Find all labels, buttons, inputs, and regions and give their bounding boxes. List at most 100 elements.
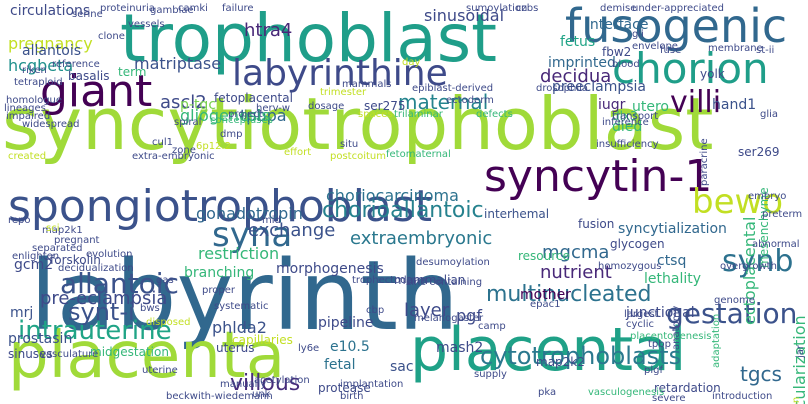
cloud-word: anatomy	[671, 305, 682, 350]
cloud-word: chorioallantoic	[322, 198, 484, 223]
cloud-word: overgrowth	[720, 261, 777, 272]
cloud-word: spaces	[358, 109, 393, 120]
cloud-word: paracrine	[699, 138, 710, 186]
cloud-word: capillaries	[232, 333, 293, 347]
cloud-word: ectoderm	[446, 95, 494, 106]
cloud-word: largest	[624, 309, 659, 320]
cloud-word: mammalian	[394, 273, 466, 287]
cloud-word: sumoylation	[466, 3, 528, 14]
cloud-word: tpbpa	[240, 106, 287, 125]
cloud-word: zone	[172, 145, 196, 156]
cloud-word: mash2	[436, 340, 484, 356]
cloud-word: ascl2	[160, 92, 207, 113]
cloud-word: fbw2	[602, 45, 632, 59]
cloud-word: cytotrophoblasts	[480, 342, 682, 370]
cloud-word: hcgbeta	[8, 56, 74, 75]
cloud-word: ly6e	[298, 343, 320, 354]
cloud-word: iugr	[598, 97, 626, 113]
cloud-word: effort	[284, 147, 312, 158]
cloud-word: inference	[602, 117, 649, 128]
cloud-word: homozygous	[598, 261, 662, 272]
cloud-word: desumoylation	[416, 257, 490, 268]
cloud-word: trilaminar	[394, 109, 443, 120]
cloud-word: homologue	[6, 95, 63, 106]
cloud-word: vasculature	[40, 349, 99, 360]
cloud-word: zinc-containing	[406, 277, 483, 288]
cloud-word: fusion	[578, 217, 615, 231]
cloud-word: fetoplacental	[214, 91, 293, 105]
cloud-word: spiral	[174, 117, 202, 128]
cloud-word: embryo	[748, 191, 787, 202]
cloud-word: multinucleated	[486, 282, 652, 307]
cloud-word: resource	[518, 249, 570, 263]
cloud-word: pregnant	[54, 235, 100, 246]
cloud-word: pregnancy	[8, 34, 93, 53]
cloud-word: tpbp	[648, 339, 671, 350]
cloud-word: phlda2	[212, 318, 267, 337]
cloud-word: chorion	[612, 44, 769, 93]
cloud-word: choriocarcinoma	[326, 186, 459, 205]
cloud-word: branching	[184, 265, 255, 281]
cloud-word: midgestation	[90, 345, 169, 359]
cloud-word: abnormal	[752, 239, 800, 250]
cloud-word: lineages	[4, 103, 46, 114]
cloud-word: repo	[8, 215, 31, 226]
cloud-word: interface	[586, 17, 649, 33]
cloud-word: labyrinthine	[232, 53, 448, 94]
cloud-word: decidualization	[58, 263, 134, 274]
cloud-word: blood	[612, 59, 640, 70]
cloud-word: syna	[212, 215, 293, 255]
cloud-word: yolk	[700, 67, 725, 81]
cloud-word: transport	[612, 111, 659, 122]
cloud-word: systematic	[214, 301, 269, 312]
cloud-word: placental	[410, 315, 687, 385]
cloud-word: postcoitum	[330, 151, 386, 162]
cloud-word: separated	[32, 243, 83, 254]
cloud-word: morphogenesis	[276, 261, 384, 277]
cloud-word: st-ii	[756, 45, 775, 56]
cloud-word: severe	[652, 393, 686, 404]
cloud-word: vessels	[128, 19, 165, 30]
cloud-word: mrj	[10, 305, 34, 321]
cloud-word: utero	[632, 99, 669, 115]
cloud-word: pgf	[456, 306, 482, 325]
cloud-word: term	[118, 65, 147, 79]
cloud-word: mid	[262, 215, 281, 226]
cloud-word: gcm2	[14, 257, 54, 273]
cloud-word: evolution	[86, 249, 133, 260]
cloud-word: envelope	[632, 41, 678, 52]
cloud-word: serine	[72, 9, 103, 20]
cloud-word: enlighten	[12, 251, 60, 262]
cloud-word: situ	[340, 139, 359, 150]
cloud-word: preeclampsia	[552, 79, 647, 95]
cloud-word: riken	[22, 65, 47, 76]
cloud-word: unk	[252, 389, 271, 400]
cloud-word: glia	[760, 109, 779, 120]
cloud-word: plgf	[644, 365, 663, 376]
cloud-word: cbp	[366, 305, 385, 316]
cloud-word: glycogen	[610, 237, 665, 251]
cloud-word: hand1	[712, 97, 757, 113]
cloud-word: syncytialization	[618, 221, 727, 237]
cloud-word: dmp	[220, 129, 243, 140]
cloud-word: created	[8, 151, 47, 162]
cloud-word: vasculogenesis	[588, 387, 665, 398]
cloud-word: reference	[52, 59, 100, 70]
cloud-word: mammals	[342, 79, 392, 90]
cloud-word: sinuses	[8, 347, 53, 361]
cloud-word: mgcma	[542, 242, 610, 263]
cloud-word: uterine	[142, 365, 178, 376]
cloud-word: gonadotropin	[196, 204, 303, 223]
cloud-word: birth	[340, 391, 364, 402]
cloud-word: conceptuses	[210, 115, 273, 126]
cloud-word: basalis	[68, 69, 110, 83]
cloud-word: syncytiotrophoblast	[2, 82, 714, 166]
cloud-word: disposed	[146, 317, 191, 328]
cloud-word: retardation	[654, 381, 721, 395]
cloud-word: demise	[600, 3, 637, 14]
cloud-word: mother	[520, 287, 571, 303]
cloud-word: dlx3	[612, 109, 638, 123]
cloud-word: czbs	[516, 3, 539, 14]
cloud-word: hybridization	[791, 397, 802, 404]
cloud-word: camki	[178, 3, 208, 14]
